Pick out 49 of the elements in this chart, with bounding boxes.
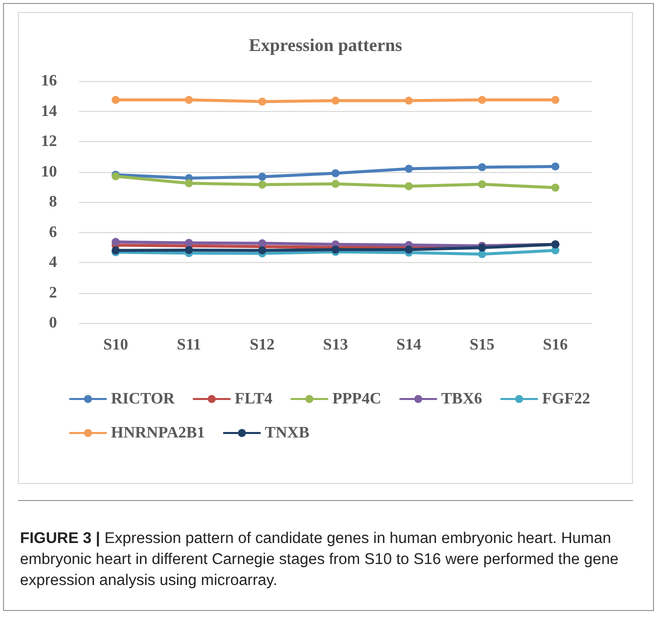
y-tick-label: 6	[49, 224, 57, 241]
y-tick-label: 4	[49, 254, 57, 271]
point	[258, 180, 266, 189]
legend-label: FGF22	[542, 390, 590, 408]
legend-label: PPP4C	[332, 390, 382, 408]
y-tick-label: 0	[49, 314, 57, 332]
point	[258, 239, 266, 248]
y-tick-label: 10	[41, 163, 57, 180]
x-tick-label: S10	[103, 336, 128, 354]
legend-label: RICTOR	[111, 390, 176, 408]
y-tick-label: 14	[41, 102, 57, 120]
y-tick-label: 8	[49, 194, 57, 210]
point	[551, 162, 560, 170]
x-tick-label: S15	[470, 336, 495, 354]
point	[258, 246, 266, 254]
y-tick-label: 12	[41, 133, 57, 150]
x-tick-label: S16	[542, 336, 568, 354]
point	[184, 179, 193, 188]
point	[478, 180, 486, 188]
point	[404, 164, 413, 173]
point	[478, 163, 486, 172]
point	[478, 96, 486, 104]
caption: FIGURE 3 | Expression pattern of candidate genes in human embryonic heart. Human embryonic heart in different Carnegie stages from S10 to S16 were performed the gene expression analysis using microarray.	[20, 529, 620, 591]
point	[551, 184, 560, 192]
point	[184, 246, 193, 254]
legend-label: FLT4	[234, 390, 272, 408]
x-tick-label: S12	[250, 336, 275, 354]
point	[404, 246, 413, 254]
x-tick-label: S11	[176, 336, 201, 354]
legend-label: HNRNPA2B1	[111, 424, 205, 442]
point	[258, 98, 266, 106]
point	[551, 96, 560, 104]
point	[112, 238, 120, 246]
x-tick-label: S14	[396, 336, 422, 354]
point	[258, 172, 266, 181]
x-tick-label: S13	[323, 336, 348, 354]
chart-title: Expression patterns	[248, 35, 402, 55]
point	[404, 96, 413, 105]
point	[404, 182, 413, 190]
y-tick-label: 16	[41, 72, 57, 90]
point	[184, 238, 193, 247]
point	[332, 180, 340, 188]
y-tick-label: 2	[49, 284, 57, 302]
legend-label: TBX6	[441, 390, 482, 408]
point	[332, 169, 340, 178]
point	[112, 96, 120, 104]
legend-label: TNXB	[264, 424, 310, 442]
point	[184, 96, 193, 104]
point	[332, 96, 340, 105]
